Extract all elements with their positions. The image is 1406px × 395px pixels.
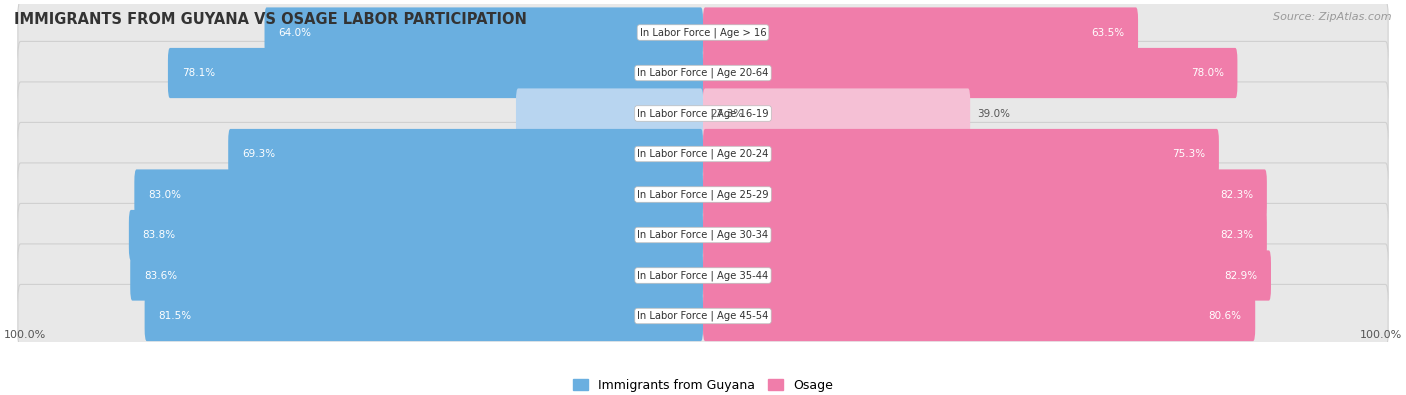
FancyBboxPatch shape bbox=[703, 129, 1219, 179]
Text: Source: ZipAtlas.com: Source: ZipAtlas.com bbox=[1274, 12, 1392, 22]
Text: 80.6%: 80.6% bbox=[1209, 311, 1241, 321]
Text: 100.0%: 100.0% bbox=[4, 329, 46, 339]
Text: 82.3%: 82.3% bbox=[1220, 230, 1253, 240]
FancyBboxPatch shape bbox=[131, 250, 703, 301]
Text: 83.0%: 83.0% bbox=[148, 190, 181, 199]
Text: 100.0%: 100.0% bbox=[1360, 329, 1402, 339]
Text: In Labor Force | Age 20-64: In Labor Force | Age 20-64 bbox=[637, 68, 769, 78]
Text: 27.3%: 27.3% bbox=[710, 109, 742, 118]
FancyBboxPatch shape bbox=[703, 291, 1256, 341]
Text: 83.8%: 83.8% bbox=[142, 230, 176, 240]
FancyBboxPatch shape bbox=[18, 203, 1388, 267]
FancyBboxPatch shape bbox=[167, 48, 703, 98]
FancyBboxPatch shape bbox=[516, 88, 703, 139]
Text: 83.6%: 83.6% bbox=[143, 271, 177, 280]
FancyBboxPatch shape bbox=[135, 169, 703, 220]
Text: 82.9%: 82.9% bbox=[1225, 271, 1257, 280]
Text: 39.0%: 39.0% bbox=[977, 109, 1010, 118]
Text: In Labor Force | Age 35-44: In Labor Force | Age 35-44 bbox=[637, 270, 769, 281]
Text: In Labor Force | Age 25-29: In Labor Force | Age 25-29 bbox=[637, 189, 769, 200]
FancyBboxPatch shape bbox=[18, 1, 1388, 64]
FancyBboxPatch shape bbox=[703, 88, 970, 139]
Text: In Labor Force | Age 30-34: In Labor Force | Age 30-34 bbox=[637, 230, 769, 240]
FancyBboxPatch shape bbox=[228, 129, 703, 179]
Text: IMMIGRANTS FROM GUYANA VS OSAGE LABOR PARTICIPATION: IMMIGRANTS FROM GUYANA VS OSAGE LABOR PA… bbox=[14, 12, 527, 27]
FancyBboxPatch shape bbox=[18, 122, 1388, 186]
FancyBboxPatch shape bbox=[703, 8, 1137, 58]
Text: In Labor Force | Age 45-54: In Labor Force | Age 45-54 bbox=[637, 311, 769, 321]
FancyBboxPatch shape bbox=[703, 169, 1267, 220]
Text: In Labor Force | Age 16-19: In Labor Force | Age 16-19 bbox=[637, 108, 769, 119]
Text: 64.0%: 64.0% bbox=[278, 28, 311, 38]
Text: 82.3%: 82.3% bbox=[1220, 190, 1253, 199]
Text: 75.3%: 75.3% bbox=[1173, 149, 1205, 159]
Text: In Labor Force | Age 20-24: In Labor Force | Age 20-24 bbox=[637, 149, 769, 159]
Text: 69.3%: 69.3% bbox=[242, 149, 276, 159]
FancyBboxPatch shape bbox=[703, 250, 1271, 301]
Text: 63.5%: 63.5% bbox=[1091, 28, 1125, 38]
FancyBboxPatch shape bbox=[703, 48, 1237, 98]
Text: In Labor Force | Age > 16: In Labor Force | Age > 16 bbox=[640, 27, 766, 38]
Legend: Immigrants from Guyana, Osage: Immigrants from Guyana, Osage bbox=[568, 374, 838, 395]
FancyBboxPatch shape bbox=[18, 244, 1388, 307]
FancyBboxPatch shape bbox=[18, 41, 1388, 105]
FancyBboxPatch shape bbox=[145, 291, 703, 341]
Text: 81.5%: 81.5% bbox=[159, 311, 191, 321]
Text: 78.0%: 78.0% bbox=[1191, 68, 1223, 78]
FancyBboxPatch shape bbox=[703, 210, 1267, 260]
FancyBboxPatch shape bbox=[129, 210, 703, 260]
FancyBboxPatch shape bbox=[18, 163, 1388, 226]
FancyBboxPatch shape bbox=[264, 8, 703, 58]
FancyBboxPatch shape bbox=[18, 284, 1388, 348]
FancyBboxPatch shape bbox=[18, 82, 1388, 145]
Text: 78.1%: 78.1% bbox=[181, 68, 215, 78]
